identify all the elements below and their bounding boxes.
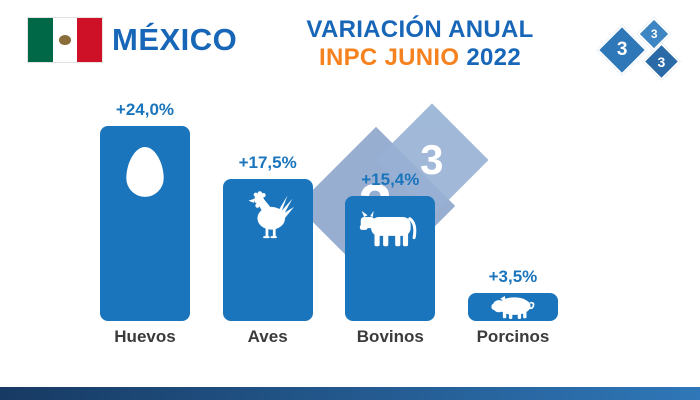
flag-emblem-icon — [59, 35, 71, 45]
value-label: +24,0% — [115, 100, 175, 119]
chart-title: VARIACIÓN ANUAL INPC JUNIO 2022 — [252, 16, 588, 73]
bar-aves — [222, 179, 313, 321]
category-label: Huevos — [114, 327, 176, 346]
title-line2: INPC JUNIO 2022 — [252, 44, 588, 72]
brand-333-logo: 3 3 3 — [596, 17, 682, 81]
value-label: +3,5% — [488, 267, 538, 286]
flag-white-stripe — [52, 18, 78, 62]
cow-icon — [360, 210, 417, 247]
bar-bovinos — [345, 196, 436, 321]
bar-column-huevos: +24,0% Huevos — [100, 98, 190, 348]
category-label: Bovinos — [356, 327, 424, 346]
rooster-icon — [248, 191, 294, 239]
mexico-flag — [28, 18, 103, 62]
title-inpc: INPC JUNIO — [319, 44, 460, 72]
country-label: MÉXICO — [112, 22, 238, 57]
egg-icon — [126, 147, 164, 197]
value-label: +15,4% — [361, 170, 420, 189]
footer-gradient-strip — [0, 387, 700, 400]
pig-icon — [491, 296, 535, 319]
bar-huevos — [100, 126, 190, 321]
bar-column-bovinos: +15,4% Bov — [345, 98, 436, 348]
bar-chart: +24,0% Huevos +17,5% — [100, 98, 558, 348]
logo-diamond-icon: 3 — [642, 42, 681, 81]
bar-column-aves: +17,5% — [222, 98, 313, 348]
flag-green-stripe — [28, 18, 53, 62]
value-label: +17,5% — [238, 153, 297, 172]
bar-porcinos — [467, 293, 558, 321]
title-line1: VARIACIÓN ANUAL — [306, 16, 534, 43]
title-year: 2022 — [466, 44, 521, 72]
category-label: Aves — [247, 327, 288, 346]
category-label: Porcinos — [476, 327, 550, 346]
bar-column-porcinos: +3,5% Porcinos — [467, 98, 558, 348]
flag-red-stripe — [77, 18, 103, 62]
